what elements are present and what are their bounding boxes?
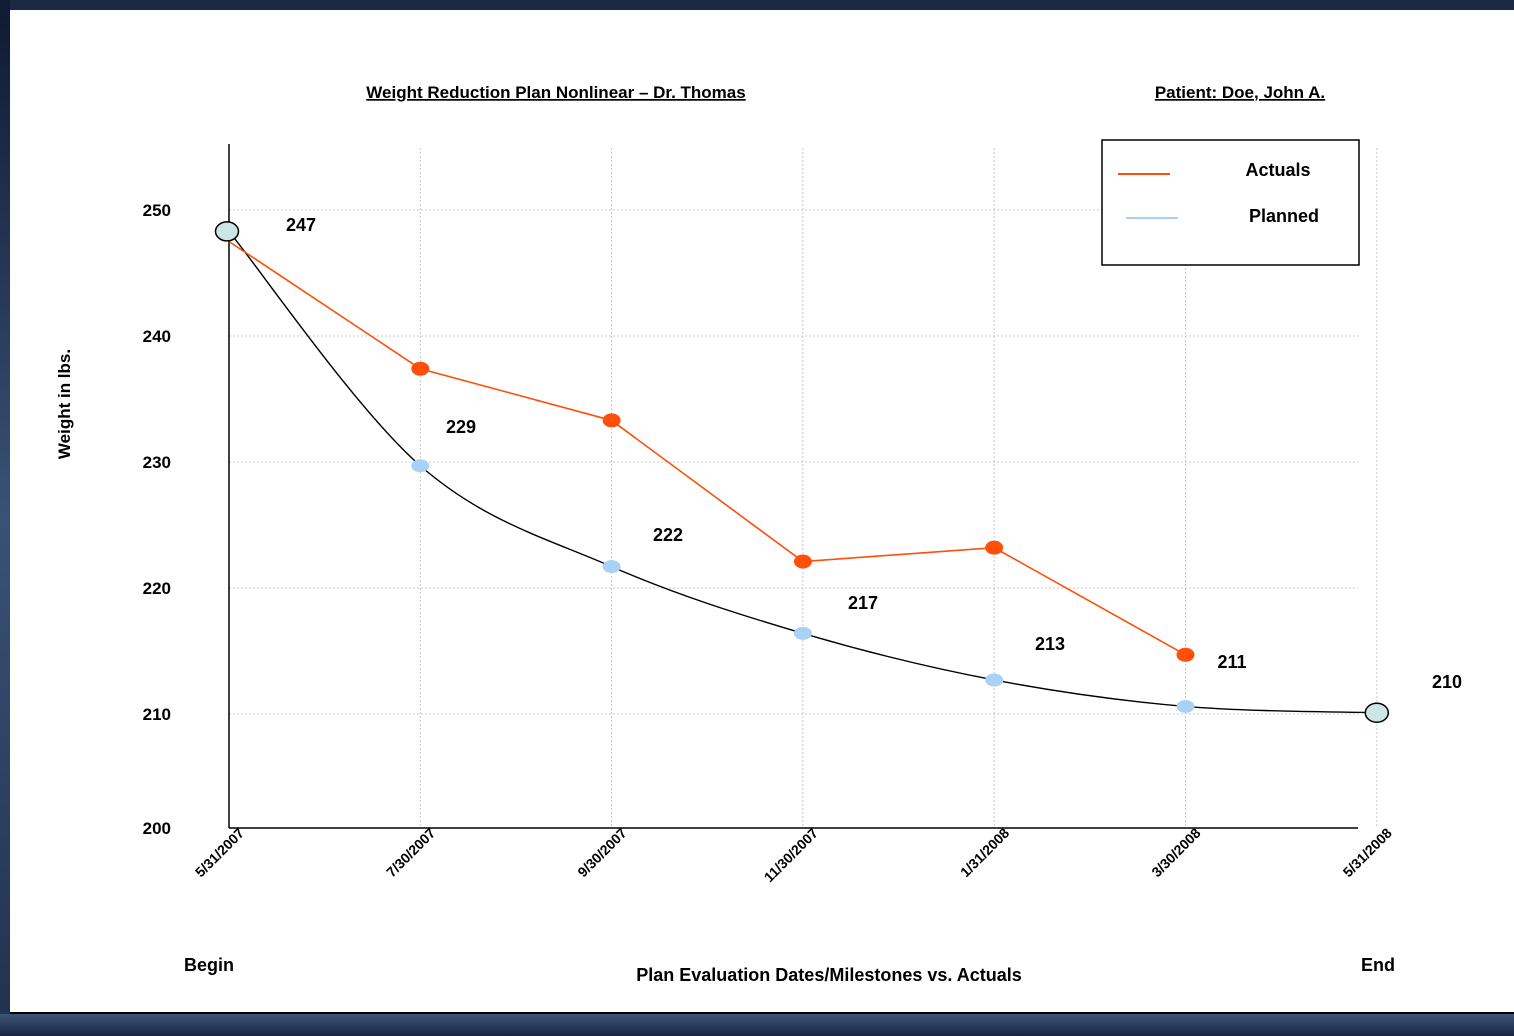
- planned-point: [602, 560, 621, 574]
- x-tick-label: 5/31/2007: [192, 825, 248, 881]
- patient-label: Patient: Doe, John A.: [1155, 83, 1325, 102]
- x-tick-label: 1/31/2008: [957, 825, 1013, 881]
- x-tick-label: 7/30/2007: [383, 825, 439, 881]
- planned-point: [985, 673, 1004, 687]
- value-label: 222: [653, 525, 683, 545]
- x-axis-label: Plan Evaluation Dates/Milestones vs. Act…: [636, 965, 1021, 985]
- actual-point: [1176, 647, 1195, 662]
- actuals-line: [228, 240, 1186, 656]
- actual-point: [411, 361, 430, 376]
- y-axis-label: Weight in lbs.: [55, 349, 74, 459]
- axes: [228, 144, 1358, 829]
- x-tick-label: 5/31/2008: [1340, 825, 1396, 881]
- planned-point: [1176, 699, 1195, 713]
- x-tick-label: 3/30/2008: [1148, 825, 1204, 881]
- planned-point: [793, 626, 812, 640]
- chart-title: Weight Reduction Plan Nonlinear – Dr. Th…: [366, 83, 745, 102]
- actual-point: [602, 413, 621, 428]
- value-label: 229: [446, 417, 476, 437]
- series-markers: [214, 221, 1390, 723]
- legend-label-actuals: Actuals: [1245, 160, 1310, 180]
- value-label: 213: [1035, 634, 1065, 654]
- y-tick-label: 240: [143, 327, 171, 346]
- begin-label: Begin: [184, 955, 234, 975]
- x-tick-label: 9/30/2007: [574, 825, 630, 881]
- legend-box: [1101, 139, 1360, 266]
- end-point: [1364, 702, 1390, 723]
- actual-point: [985, 540, 1004, 555]
- begin-point: [214, 221, 240, 242]
- y-tick-label: 200: [143, 819, 171, 838]
- value-label: 247: [286, 215, 316, 235]
- value-label: 217: [848, 593, 878, 613]
- left-frame-strip: [0, 0, 10, 1036]
- x-tick-label: 11/30/2007: [761, 825, 821, 885]
- y-tick-label: 250: [143, 201, 171, 220]
- value-label: 210: [1432, 672, 1462, 692]
- legend: Actuals Planned: [1101, 139, 1360, 266]
- bottom-frame-strip: [0, 1014, 1514, 1036]
- y-tick-label: 220: [143, 579, 171, 598]
- y-tick-label: 230: [143, 453, 171, 472]
- end-label: End: [1361, 955, 1395, 975]
- legend-label-planned: Planned: [1249, 206, 1319, 226]
- y-tick-label: 210: [143, 705, 171, 724]
- value-label: 211: [1217, 652, 1246, 672]
- actual-point: [793, 554, 812, 569]
- planned-point: [411, 459, 430, 473]
- chart-labels: 200 210 220 230 240 250 5/31/2007 7/30/2007 9/30…: [143, 201, 1462, 885]
